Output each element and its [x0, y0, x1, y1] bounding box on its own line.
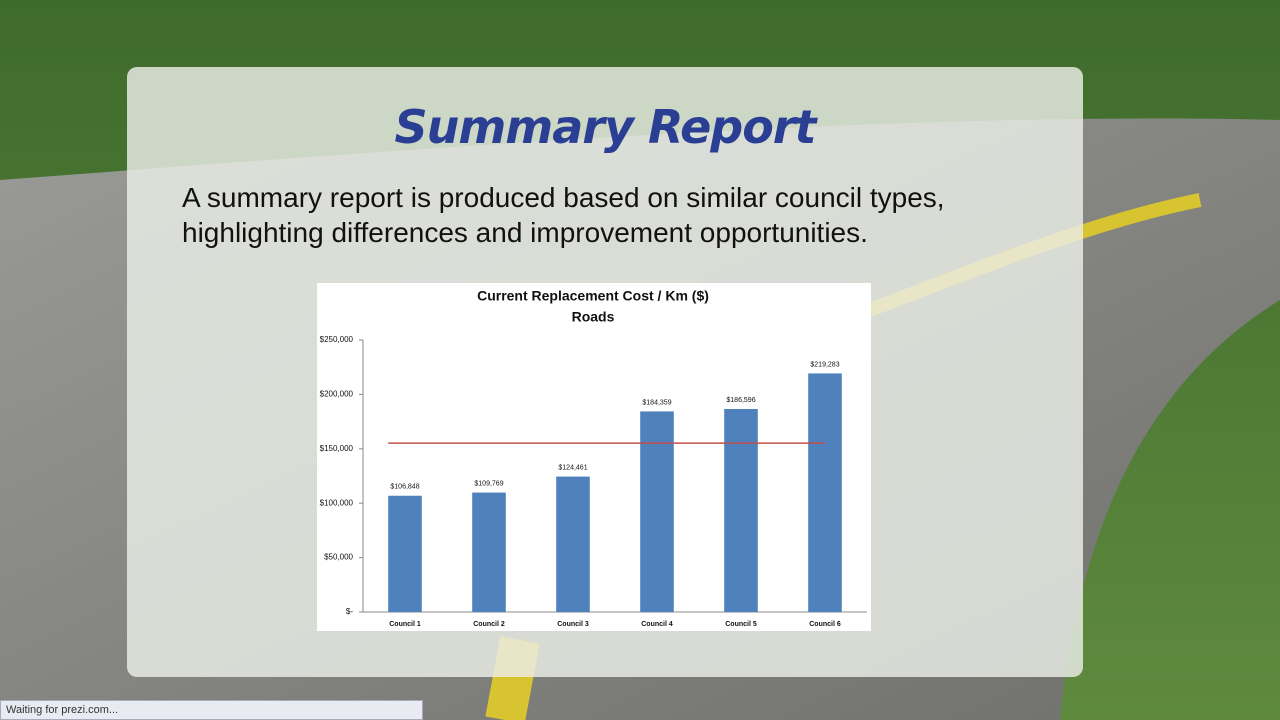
x-tick-label: Council 2	[473, 621, 505, 628]
x-tick-label: Council 5	[725, 621, 757, 628]
y-tick-label: $100,000	[320, 498, 354, 507]
bar	[472, 492, 506, 612]
chart: Current Replacement Cost / Km ($) Roads …	[317, 283, 871, 631]
slide-body: A summary report is produced based on si…	[182, 182, 945, 248]
bar	[808, 373, 842, 612]
y-tick-label: $150,000	[320, 444, 354, 453]
status-bar: Waiting for prezi.com...	[0, 700, 423, 720]
value-label: $219,283	[810, 361, 839, 368]
bar	[724, 408, 758, 612]
chart-subtitle: Roads	[572, 309, 615, 325]
chart-title: Current Replacement Cost / Km ($)	[477, 288, 709, 304]
y-tick-label: $200,000	[320, 390, 354, 399]
y-tick-label: $50,000	[324, 553, 353, 562]
value-label: $186,596	[726, 397, 755, 404]
value-label: $184,359	[642, 399, 671, 406]
bar	[640, 411, 674, 612]
y-tick-label: $250,000	[320, 335, 354, 344]
value-label: $109,769	[474, 480, 503, 487]
x-tick-label: Council 3	[557, 621, 589, 628]
y-tick-label: $-	[346, 607, 353, 616]
x-tick-label: Council 4	[641, 621, 673, 628]
bar	[556, 476, 590, 612]
value-label: $106,848	[390, 484, 419, 491]
bar	[388, 495, 422, 612]
x-tick-label: Council 1	[389, 621, 421, 628]
slide-title: Summary Report	[394, 100, 816, 154]
value-label: $124,461	[558, 464, 587, 471]
x-tick-label: Council 6	[809, 621, 841, 628]
